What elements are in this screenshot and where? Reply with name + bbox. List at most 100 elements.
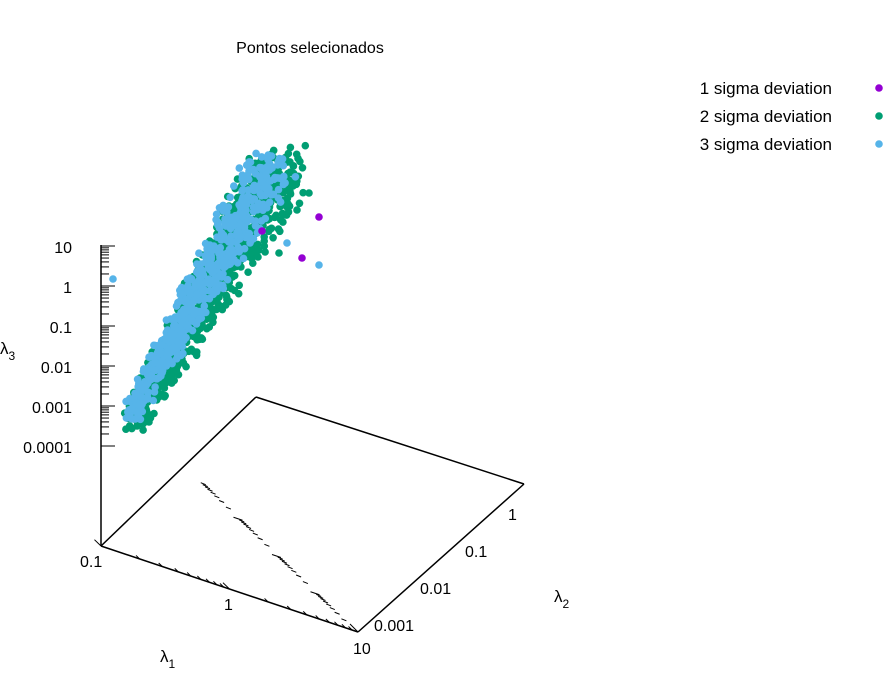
data-point-3-sigma (182, 295, 191, 303)
data-point-3-sigma (273, 161, 282, 169)
data-point-3-sigma (212, 210, 221, 219)
data-point-2-sigma (260, 242, 269, 250)
data-point-3-sigma (246, 158, 255, 166)
data-point-3-sigma (144, 365, 152, 374)
data-point-2-sigma (139, 426, 147, 434)
y-tick (207, 488, 213, 492)
data-point-3-sigma (158, 366, 167, 375)
z-tick-label-0.0001: 0.0001 (23, 440, 72, 457)
data-point-3-sigma (205, 287, 214, 295)
data-point-3-sigma (238, 171, 247, 179)
data-point-3-sigma (151, 366, 160, 375)
left-edge-line (100, 396, 257, 547)
data-point-3-sigma (265, 198, 274, 207)
legend-marker-2-sigma (875, 112, 883, 120)
x-tick (334, 621, 339, 626)
data-point-3-sigma (150, 388, 159, 396)
data-point-3-sigma (158, 357, 167, 365)
x-tick-label-1: 1 (224, 597, 233, 614)
data-point-3-sigma (239, 179, 248, 187)
data-point-2-sigma (286, 168, 294, 176)
data-point-2-sigma (128, 424, 136, 433)
data-point-1-sigma (298, 254, 306, 262)
data-point-3-sigma (156, 349, 164, 358)
data-point-3-sigma (162, 316, 171, 324)
data-point-3-sigma (278, 155, 287, 163)
y-tick (325, 603, 332, 607)
data-point-3-sigma (184, 282, 192, 290)
data-point-3-sigma (195, 249, 203, 257)
y-tick (239, 519, 245, 523)
data-point-3-sigma (226, 193, 234, 202)
data-point-3-sigma (257, 192, 266, 200)
x-tick-label-0.1: 0.1 (80, 554, 102, 571)
data-point-2-sigma (195, 335, 204, 344)
data-point-2-sigma (234, 289, 243, 298)
y-tick (329, 607, 336, 611)
x-tick (325, 618, 330, 623)
data-point-3-sigma (243, 192, 252, 201)
y-tick (248, 528, 255, 532)
data-point-3-sigma (281, 179, 289, 187)
data-point-2-sigma (156, 392, 164, 400)
y-tick (204, 486, 211, 490)
data-point-3-sigma (150, 352, 158, 360)
z-tick-label-1: 1 (63, 280, 72, 297)
x-tick (94, 539, 102, 547)
data-point-3-sigma (251, 222, 260, 230)
data-point-3-sigma (261, 214, 270, 223)
data-point-1-sigma (258, 227, 266, 235)
data-point-2-sigma (235, 281, 243, 290)
data-point-3-sigma (133, 408, 141, 417)
data-point-3-sigma (283, 239, 291, 247)
data-point-2-sigma (209, 318, 217, 327)
data-point-3-sigma (163, 350, 171, 358)
data-point-3-sigma (244, 171, 252, 180)
data-point-3-sigma (162, 332, 171, 341)
data-point-2-sigma (293, 206, 301, 214)
data-point-3-sigma (215, 244, 224, 253)
data-point-3-sigma (164, 358, 172, 367)
y-axis-label: λ2 (554, 587, 570, 611)
data-point-2-sigma (167, 379, 176, 387)
y-tick (264, 543, 270, 547)
data-point-3-sigma (195, 315, 203, 324)
data-point-3-sigma (265, 186, 273, 194)
x-tick (186, 572, 192, 577)
data-point-2-sigma (284, 208, 293, 216)
data-point-3-sigma (273, 174, 282, 182)
data-point-3-sigma (138, 386, 147, 394)
data-point-3-sigma (218, 258, 227, 267)
data-point-3-sigma (196, 271, 204, 279)
data-point-2-sigma (284, 149, 293, 158)
y-tick-label-1: 1 (508, 507, 517, 524)
data-point-2-sigma (146, 412, 154, 421)
z-axis-label: λ3 (0, 339, 16, 363)
data-point-3-sigma (175, 311, 184, 320)
data-point-3-sigma (131, 389, 139, 398)
y-tick (341, 618, 347, 622)
chart-title: Pontos selecionados (236, 40, 384, 57)
data-point-3-sigma (241, 198, 249, 207)
data-point-3-sigma (315, 261, 323, 269)
data-point-3-sigma (179, 349, 187, 358)
data-point-1-sigma (315, 213, 323, 221)
data-point-2-sigma (272, 211, 280, 220)
y-tick (310, 591, 320, 596)
data-point-3-sigma (253, 206, 262, 214)
data-point-3-sigma (230, 255, 238, 264)
y-tick-label-0.001: 0.001 (374, 618, 414, 635)
data-point-3-sigma (274, 185, 283, 194)
ticks-group (94, 245, 359, 633)
x-axis-label-subscript: 1 (169, 657, 176, 671)
data-point-3-sigma (135, 401, 144, 409)
data-point-2-sigma (216, 303, 224, 311)
data-point-3-sigma (177, 326, 185, 335)
data-point-2-sigma (286, 143, 295, 152)
y-tick (233, 516, 243, 521)
data-point-3-sigma (240, 223, 249, 231)
z-axis-label-symbol: λ (0, 339, 9, 358)
y-tick (316, 593, 322, 597)
data-point-2-sigma (298, 164, 307, 172)
y-tick (243, 523, 249, 527)
